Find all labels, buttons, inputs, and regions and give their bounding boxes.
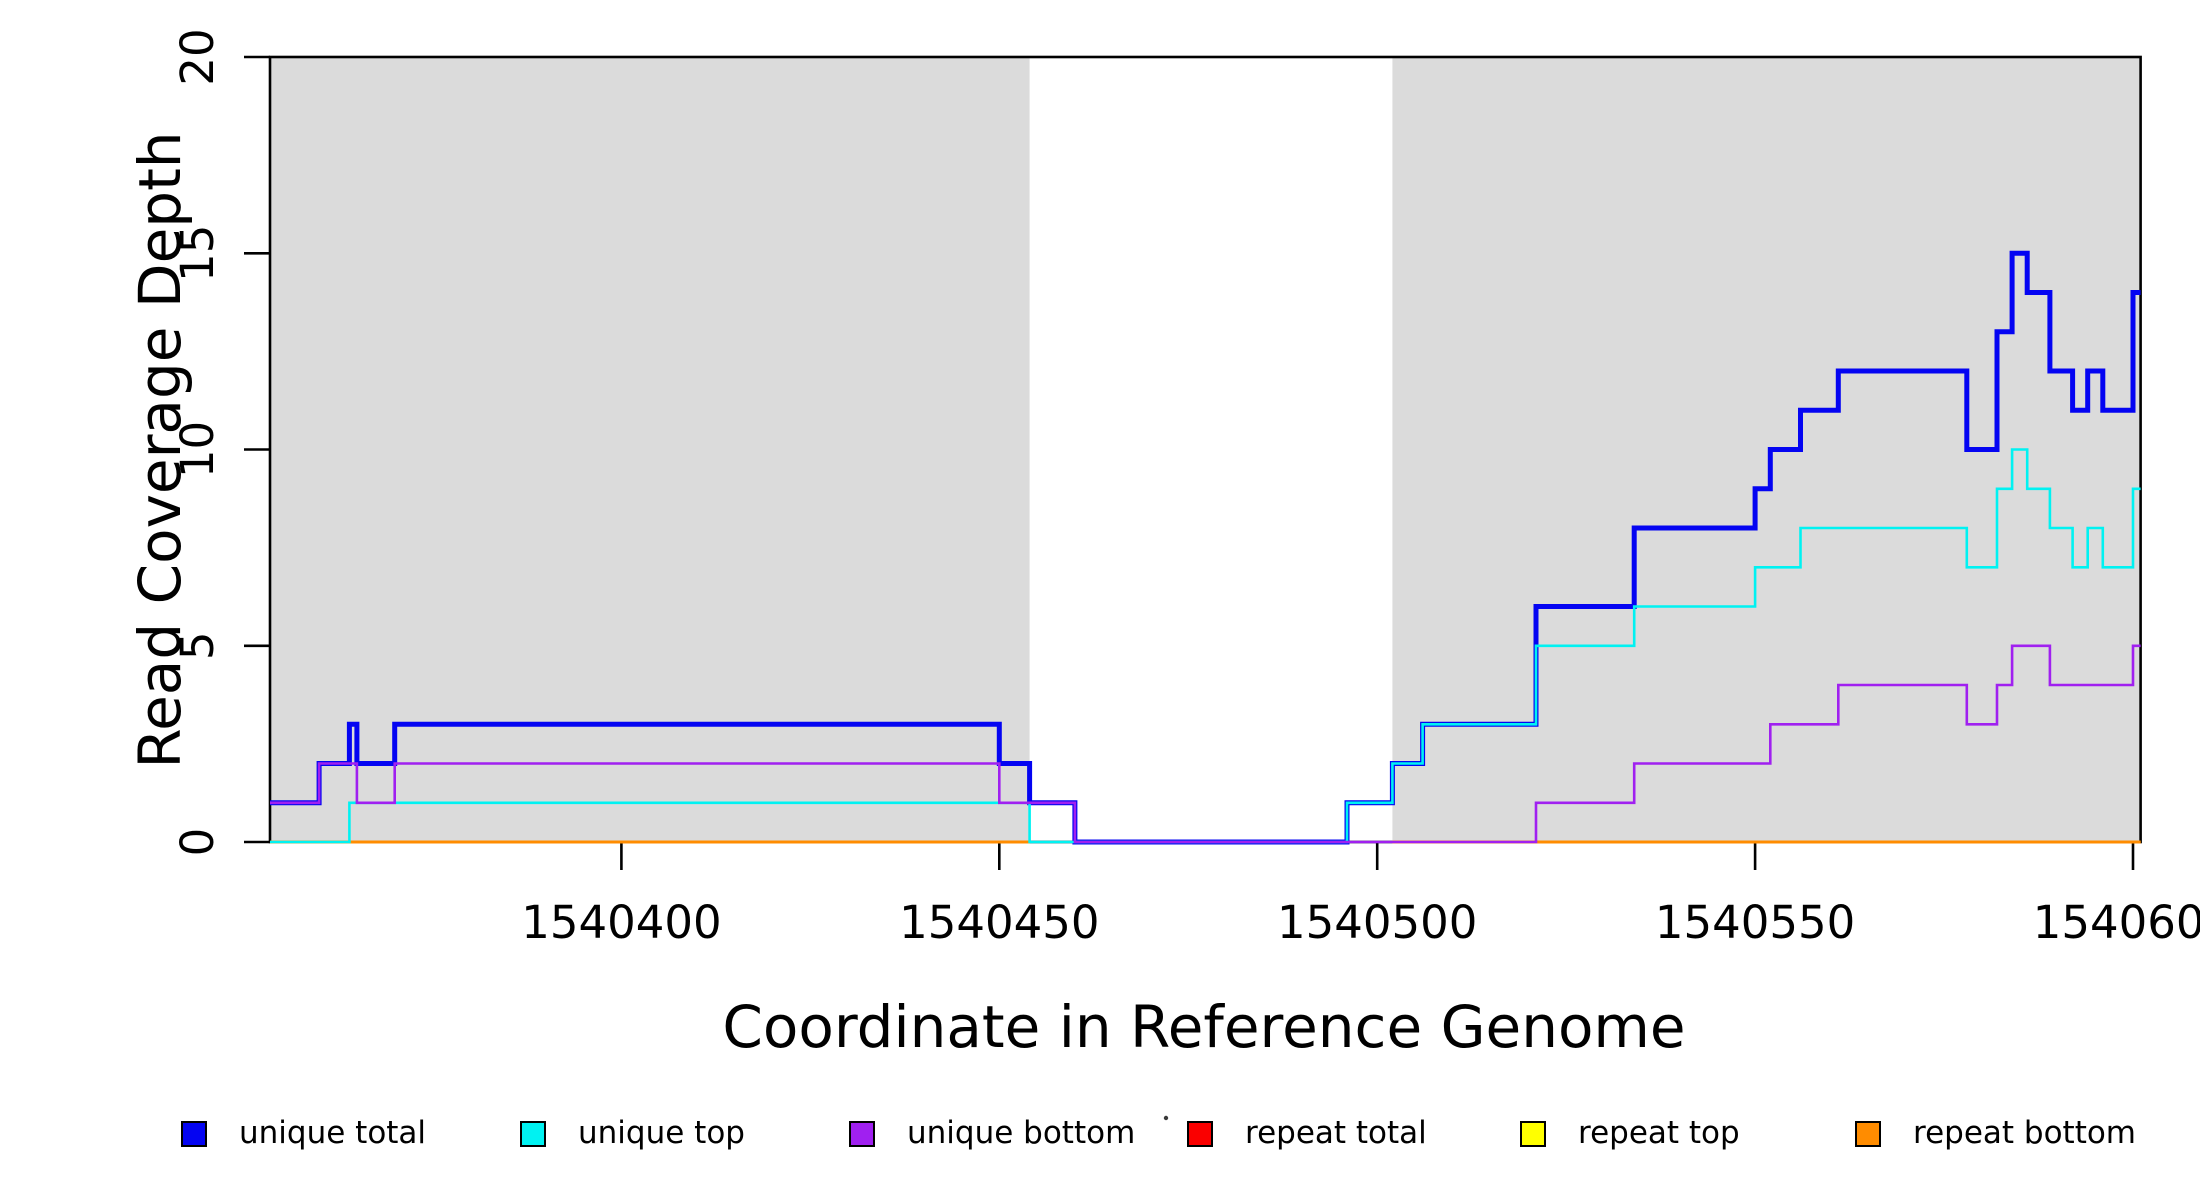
legend-item-repeat-top: repeat top	[1520, 1115, 1740, 1151]
legend-label-unique-top: unique top	[578, 1115, 745, 1151]
shaded-region-1	[270, 57, 1030, 842]
legend-label-repeat-total: repeat total	[1245, 1115, 1427, 1151]
series-line-unique-total	[270, 250, 2141, 845]
x-tick-label: 1540500	[1277, 896, 1477, 949]
legend-label-unique-bottom: unique bottom	[907, 1115, 1135, 1151]
legend-item-unique-total: unique total	[181, 1115, 426, 1151]
legend-item-unique-bottom: unique bottom	[849, 1115, 1135, 1151]
x-tick-label: 1540450	[899, 896, 1099, 949]
legend-swatch-unique-top	[520, 1121, 546, 1147]
x-tick-label: 1540550	[1655, 896, 1855, 949]
x-axis-title: Coordinate in Reference Genome	[722, 993, 1685, 1061]
series-line-unique-top	[270, 448, 2141, 844]
legend-swatch-unique-bottom	[849, 1121, 875, 1147]
y-tick-label: 20	[171, 28, 224, 85]
y-tick-label: 0	[171, 828, 224, 857]
legend-item-unique-top: unique top	[520, 1115, 745, 1151]
legend-swatch-repeat-bottom	[1855, 1121, 1881, 1147]
legend-swatch-unique-total	[181, 1121, 207, 1147]
legend-swatch-repeat-total	[1187, 1121, 1213, 1147]
y-axis-title: Read Coverage Depth	[126, 131, 194, 768]
series-line-unique-bottom	[270, 644, 2141, 844]
legend-label-repeat-top: repeat top	[1578, 1115, 1740, 1151]
y-tick-label: 5	[171, 631, 224, 660]
series-lines	[270, 250, 2141, 845]
legend-label-unique-total: unique total	[239, 1115, 426, 1151]
legend-swatch-repeat-top	[1520, 1121, 1546, 1147]
legend: unique total unique top unique bottom repea…	[181, 1115, 2136, 1151]
y-tick-label: 15	[171, 225, 224, 282]
legend-item-repeat-total: repeat total	[1187, 1115, 1427, 1151]
y-tick-label: 10	[171, 421, 224, 478]
stray-dot-artifact	[1163, 1115, 1169, 1121]
x-tick-label: 1540400	[521, 896, 721, 949]
legend-label-repeat-bottom: repeat bottom	[1913, 1115, 2136, 1151]
legend-item-repeat-bottom: repeat bottom	[1855, 1115, 2136, 1151]
